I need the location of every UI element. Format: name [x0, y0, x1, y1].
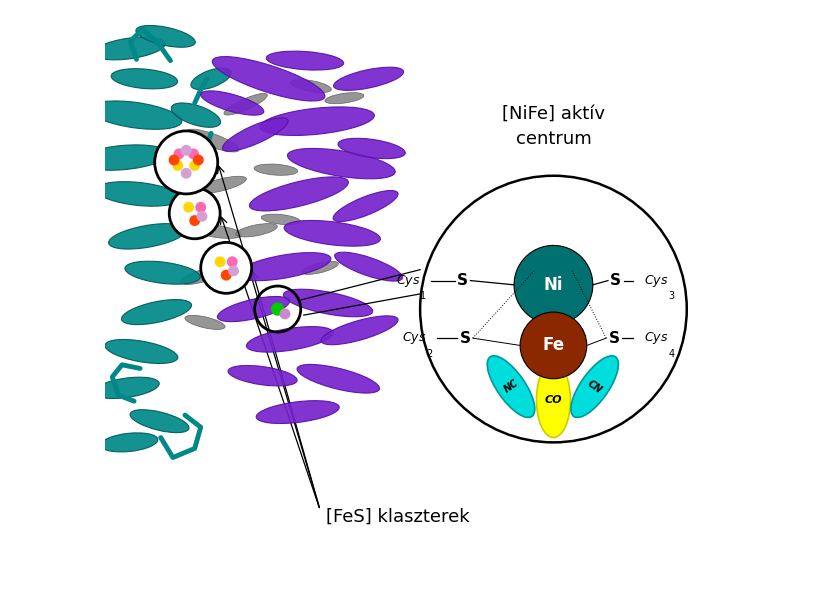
Circle shape	[228, 265, 239, 276]
Text: $\mathit{Cys}$: $\mathit{Cys}$	[396, 273, 420, 288]
Ellipse shape	[109, 224, 186, 249]
Ellipse shape	[105, 339, 178, 364]
Circle shape	[280, 308, 290, 319]
Text: Ni: Ni	[543, 276, 563, 294]
Ellipse shape	[256, 401, 339, 424]
Ellipse shape	[78, 145, 168, 170]
Ellipse shape	[236, 224, 277, 237]
Circle shape	[215, 256, 225, 267]
Ellipse shape	[193, 225, 242, 238]
Ellipse shape	[571, 356, 619, 418]
Ellipse shape	[334, 67, 404, 90]
Ellipse shape	[125, 261, 200, 284]
Ellipse shape	[93, 377, 159, 399]
Ellipse shape	[266, 51, 344, 70]
Ellipse shape	[136, 25, 195, 47]
Circle shape	[169, 155, 180, 165]
Circle shape	[188, 148, 199, 159]
Ellipse shape	[261, 214, 300, 225]
Ellipse shape	[487, 356, 534, 418]
Ellipse shape	[338, 138, 406, 159]
Ellipse shape	[180, 267, 226, 284]
Circle shape	[271, 302, 284, 316]
Text: S: S	[457, 273, 468, 288]
Circle shape	[172, 160, 183, 171]
Text: 3: 3	[668, 291, 675, 302]
Ellipse shape	[187, 129, 239, 152]
Ellipse shape	[130, 410, 189, 433]
Text: S: S	[459, 331, 471, 345]
Ellipse shape	[325, 93, 364, 104]
Ellipse shape	[171, 103, 220, 127]
Text: CO: CO	[544, 395, 562, 405]
Circle shape	[181, 145, 192, 156]
Circle shape	[181, 168, 192, 179]
Circle shape	[183, 202, 194, 213]
Circle shape	[189, 160, 200, 171]
Ellipse shape	[250, 177, 348, 211]
Circle shape	[201, 242, 251, 293]
Circle shape	[520, 312, 587, 379]
Text: $\mathit{Cys}$: $\mathit{Cys}$	[401, 330, 426, 346]
Circle shape	[174, 148, 184, 159]
Ellipse shape	[185, 315, 225, 330]
Circle shape	[197, 211, 207, 222]
Ellipse shape	[283, 289, 373, 317]
Text: $\mathit{Cys}$: $\mathit{Cys}$	[645, 330, 668, 346]
Circle shape	[514, 245, 593, 324]
Circle shape	[193, 155, 204, 165]
Text: 2: 2	[426, 349, 432, 359]
Ellipse shape	[302, 261, 339, 275]
Ellipse shape	[259, 107, 375, 136]
Ellipse shape	[197, 176, 246, 193]
Text: CN: CN	[586, 378, 604, 395]
Text: [NiFe] aktív
centrum: [NiFe] aktív centrum	[502, 105, 605, 148]
Text: S: S	[609, 331, 619, 345]
Text: 1: 1	[420, 291, 426, 302]
Ellipse shape	[122, 299, 192, 325]
Ellipse shape	[201, 91, 264, 115]
Ellipse shape	[284, 221, 380, 246]
Ellipse shape	[191, 68, 231, 90]
Circle shape	[195, 202, 206, 213]
Text: 4: 4	[668, 349, 675, 359]
Ellipse shape	[89, 101, 182, 129]
Ellipse shape	[100, 433, 157, 452]
Ellipse shape	[217, 296, 290, 322]
Ellipse shape	[96, 182, 180, 206]
Ellipse shape	[287, 148, 395, 179]
Ellipse shape	[246, 327, 333, 352]
Ellipse shape	[321, 316, 398, 345]
Ellipse shape	[212, 56, 325, 101]
Text: NC: NC	[502, 378, 520, 395]
Circle shape	[169, 188, 220, 239]
Ellipse shape	[111, 68, 178, 89]
Ellipse shape	[224, 93, 268, 115]
Circle shape	[221, 270, 232, 281]
Ellipse shape	[237, 253, 331, 281]
Text: [FeS] klaszterek: [FeS] klaszterek	[326, 507, 470, 525]
Circle shape	[155, 131, 218, 194]
Text: S: S	[610, 273, 621, 288]
Circle shape	[189, 215, 200, 226]
Text: Fe: Fe	[543, 336, 565, 355]
Ellipse shape	[223, 118, 288, 152]
Ellipse shape	[290, 79, 331, 93]
Ellipse shape	[333, 190, 398, 222]
Circle shape	[227, 256, 237, 267]
Text: $\mathit{Cys}$: $\mathit{Cys}$	[645, 273, 668, 288]
Ellipse shape	[93, 37, 166, 60]
Ellipse shape	[297, 364, 379, 393]
Ellipse shape	[335, 252, 402, 281]
Ellipse shape	[228, 365, 297, 386]
Ellipse shape	[536, 362, 570, 438]
Ellipse shape	[254, 164, 298, 175]
